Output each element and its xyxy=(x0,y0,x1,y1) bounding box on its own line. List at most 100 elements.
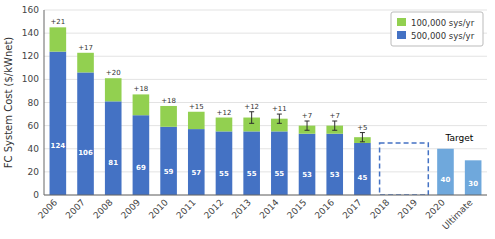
bar-label: 106 xyxy=(78,149,93,157)
bar-top-label: +15 xyxy=(189,103,204,111)
bar-top-label: +18 xyxy=(161,97,176,105)
grid-line xyxy=(44,195,487,196)
bar-label: 81 xyxy=(108,159,118,167)
grid xyxy=(44,10,487,195)
y-axis xyxy=(44,10,45,195)
bar-segment xyxy=(216,118,233,132)
x-tick-label: Ultimate xyxy=(440,197,475,232)
bar-top-label: +5 xyxy=(357,124,367,132)
bar-segment xyxy=(465,160,482,161)
grid-line xyxy=(44,56,487,57)
bar-top-label: +7 xyxy=(302,112,312,120)
grid-line xyxy=(44,10,487,11)
error-bar-line xyxy=(279,114,280,123)
x-tick-label: 2017 xyxy=(341,197,364,220)
x-tick-label: 2009 xyxy=(119,197,142,220)
chart: 0 20 40 60 80 100 120 140 160 FC System Cost ($/k… xyxy=(0,0,495,239)
y-axis-label: FC System Cost ($/kWnet) xyxy=(3,37,14,169)
error-bar-cap xyxy=(277,114,282,115)
bar-segment xyxy=(243,131,260,195)
bar-segment xyxy=(437,149,454,195)
y-tick-label: 120 xyxy=(22,51,39,61)
error-bar-line xyxy=(251,112,252,124)
bar-segment xyxy=(188,129,205,195)
highlight-box xyxy=(380,143,429,195)
error-bar-cap xyxy=(249,111,254,112)
bar-top-label: +20 xyxy=(106,69,121,77)
bar-segment xyxy=(188,112,205,129)
y-tick-label: 20 xyxy=(28,167,40,177)
bar-label: 57 xyxy=(191,169,201,177)
error-bar xyxy=(360,133,365,142)
x-tick-label: 2014 xyxy=(257,197,280,220)
x-tick-label: 2018 xyxy=(368,197,391,220)
y-tick-label: 80 xyxy=(28,98,40,108)
bar-segment xyxy=(160,127,177,195)
x-tick-label: 2007 xyxy=(64,197,87,220)
error-bar xyxy=(277,114,282,123)
y-tick-label: 100 xyxy=(22,74,39,84)
x-tick-label: 2013 xyxy=(230,197,253,220)
error-bar xyxy=(305,121,310,130)
error-bar-line xyxy=(307,121,308,130)
bar-segment xyxy=(354,143,371,195)
error-bar-cap xyxy=(332,130,337,131)
bar-segment xyxy=(465,160,482,195)
bar-segment xyxy=(77,72,94,195)
bar-label: 59 xyxy=(164,168,174,176)
bar-label: 55 xyxy=(274,170,284,178)
bar-segment xyxy=(271,131,288,195)
bar-label: 69 xyxy=(136,164,146,172)
x-tick-label: 2008 xyxy=(91,197,114,220)
bar-segment xyxy=(299,134,316,195)
bar-label: 45 xyxy=(358,174,368,182)
bar-top-label: +11 xyxy=(272,105,287,113)
bar-top-label: +12 xyxy=(244,103,259,111)
error-bar-cap xyxy=(360,141,365,142)
bar-label: 55 xyxy=(219,170,229,178)
x-tick-label: 2012 xyxy=(202,197,225,220)
bar-segment xyxy=(105,101,122,195)
annotation: Target xyxy=(444,133,473,143)
bar-top-label: +7 xyxy=(330,112,340,120)
legend-frame xyxy=(391,12,483,46)
bar-segment xyxy=(105,78,122,101)
bar-label: 55 xyxy=(247,170,257,178)
bar-segment xyxy=(50,27,67,51)
bar-segment xyxy=(437,148,454,149)
bar-segment xyxy=(50,52,67,195)
legend-label: 500,000 sys/yr xyxy=(411,31,475,41)
x-tick-label: 2010 xyxy=(147,197,170,220)
bar-segment xyxy=(133,94,150,115)
bar-segment xyxy=(216,131,233,195)
error-bar-cap xyxy=(360,132,365,133)
error-bar-cap xyxy=(249,123,254,124)
legend-label: 100,000 sys/yr xyxy=(411,18,475,28)
bar-top-label: +18 xyxy=(134,85,149,93)
y-tick-label: 0 xyxy=(33,190,39,200)
x-axis xyxy=(44,195,487,196)
error-bar-line xyxy=(334,121,335,130)
bar-top-label: +12 xyxy=(217,109,232,117)
x-tick-label: 2006 xyxy=(36,197,59,220)
x-tick-label: 2016 xyxy=(313,197,336,220)
x-tick-label: 2015 xyxy=(285,197,308,220)
legend: 100,000 sys/yr 500,000 sys/yr xyxy=(391,12,483,46)
y-tick-label: 140 xyxy=(22,28,39,38)
error-bar xyxy=(249,112,254,124)
y-tick-label: 160 xyxy=(22,5,39,15)
bars xyxy=(50,27,482,195)
y-tick-label: 60 xyxy=(28,121,40,131)
error-bar-cap xyxy=(305,121,310,122)
error-bar-line xyxy=(362,133,363,142)
bar-top-label: +17 xyxy=(78,44,93,52)
error-bar-cap xyxy=(332,121,337,122)
bar-segment xyxy=(160,106,177,127)
bar-top-label: +21 xyxy=(50,18,65,26)
y-tick-label: 40 xyxy=(28,144,40,154)
bar-label: 40 xyxy=(441,176,451,184)
legend-swatch xyxy=(397,31,406,39)
error-bar xyxy=(332,121,337,130)
x-tick-label: 2011 xyxy=(174,197,197,220)
bar-label: 53 xyxy=(330,171,340,179)
